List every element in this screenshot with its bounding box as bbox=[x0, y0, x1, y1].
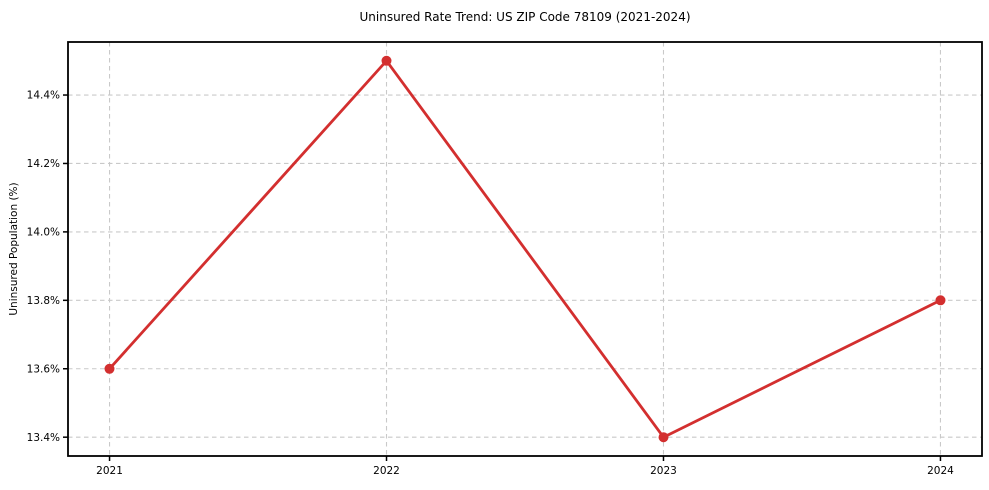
y-tick-label: 13.4% bbox=[27, 432, 60, 444]
y-tick-label: 14.2% bbox=[27, 158, 60, 170]
data-point-marker bbox=[658, 432, 669, 443]
tick-labels: 13.4% 13.6% 13.8% 14.0% 14.2% 14.4% 2021 2022 20… bbox=[27, 90, 954, 477]
x-tick-label: 2024 bbox=[927, 465, 954, 477]
plot-border bbox=[67, 41, 983, 457]
x-tick-label: 2023 bbox=[650, 465, 677, 477]
chart-title: Uninsured Rate Trend: US ZIP Code 78109 … bbox=[359, 10, 690, 24]
y-tick-label: 13.6% bbox=[27, 363, 60, 375]
data-point-marker bbox=[381, 55, 392, 66]
x-tick-label: 2021 bbox=[96, 465, 123, 477]
gridlines bbox=[68, 42, 982, 456]
data-point-marker bbox=[104, 363, 115, 374]
y-tick-label: 14.0% bbox=[27, 227, 60, 239]
x-tick-label: 2022 bbox=[373, 465, 400, 477]
y-tick-label: 14.4% bbox=[27, 90, 60, 102]
data-point-markers bbox=[104, 55, 946, 443]
data-point-marker bbox=[935, 295, 946, 306]
y-tick-label: 13.8% bbox=[27, 295, 60, 307]
line-series bbox=[108, 59, 942, 439]
y-axis-label: Uninsured Population (%) bbox=[8, 182, 20, 315]
